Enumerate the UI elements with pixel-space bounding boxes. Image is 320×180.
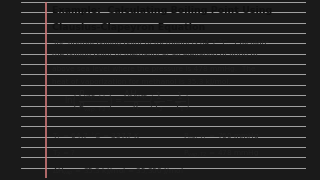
Text: P$_{vap,T1}$ = 760 mmHg: P$_{vap,T1}$ = 760 mmHg: [183, 131, 260, 143]
Text: T$_1$ = 64.7 $^\circ$C = 337.7 K: T$_1$ = 64.7 $^\circ$C = 337.7 K: [52, 131, 140, 142]
Text: The normal boiling point of methanol is 64.7 °C.  Calculate: The normal boiling point of methanol is …: [52, 39, 269, 46]
Text: $\Delta$H$_{vap}$ = 35.3 kJ/mol = 35,300 J/mol: $\Delta$H$_{vap}$ = 35.3 kJ/mol = 35,300…: [52, 166, 184, 177]
Text: $\mathrm{ln}\left(\dfrac{P_{vap,T1}}{P_{vap,T2}}\right) = \dfrac{\Delta H_{vap}}: $\mathrm{ln}\left(\dfrac{P_{vap,T1}}{P_{…: [63, 89, 190, 114]
Text: above sea level where the pressure is 478 mmHg.  The: above sea level where the pressure is 47…: [52, 66, 256, 72]
Text: Clausius-Clapeyron Equation: Clausius-Clapeyron Equation: [52, 23, 205, 32]
Text: T$_2$ = ?: T$_2$ = ?: [52, 149, 76, 159]
Text: P$_{vap,T2}$ = 478 mmHg: P$_{vap,T2}$ = 478 mmHg: [183, 149, 260, 160]
Text: heat of vaporization for methanol is 35.3 kJ/mol.: heat of vaporization for methanol is 35.…: [52, 79, 231, 85]
Text: Example:  Calculating Boiling Point Using: Example: Calculating Boiling Point Using: [52, 6, 272, 15]
Text: the boiling point of methanol at an elevation of 4000 m: the boiling point of methanol at an elev…: [52, 52, 258, 58]
